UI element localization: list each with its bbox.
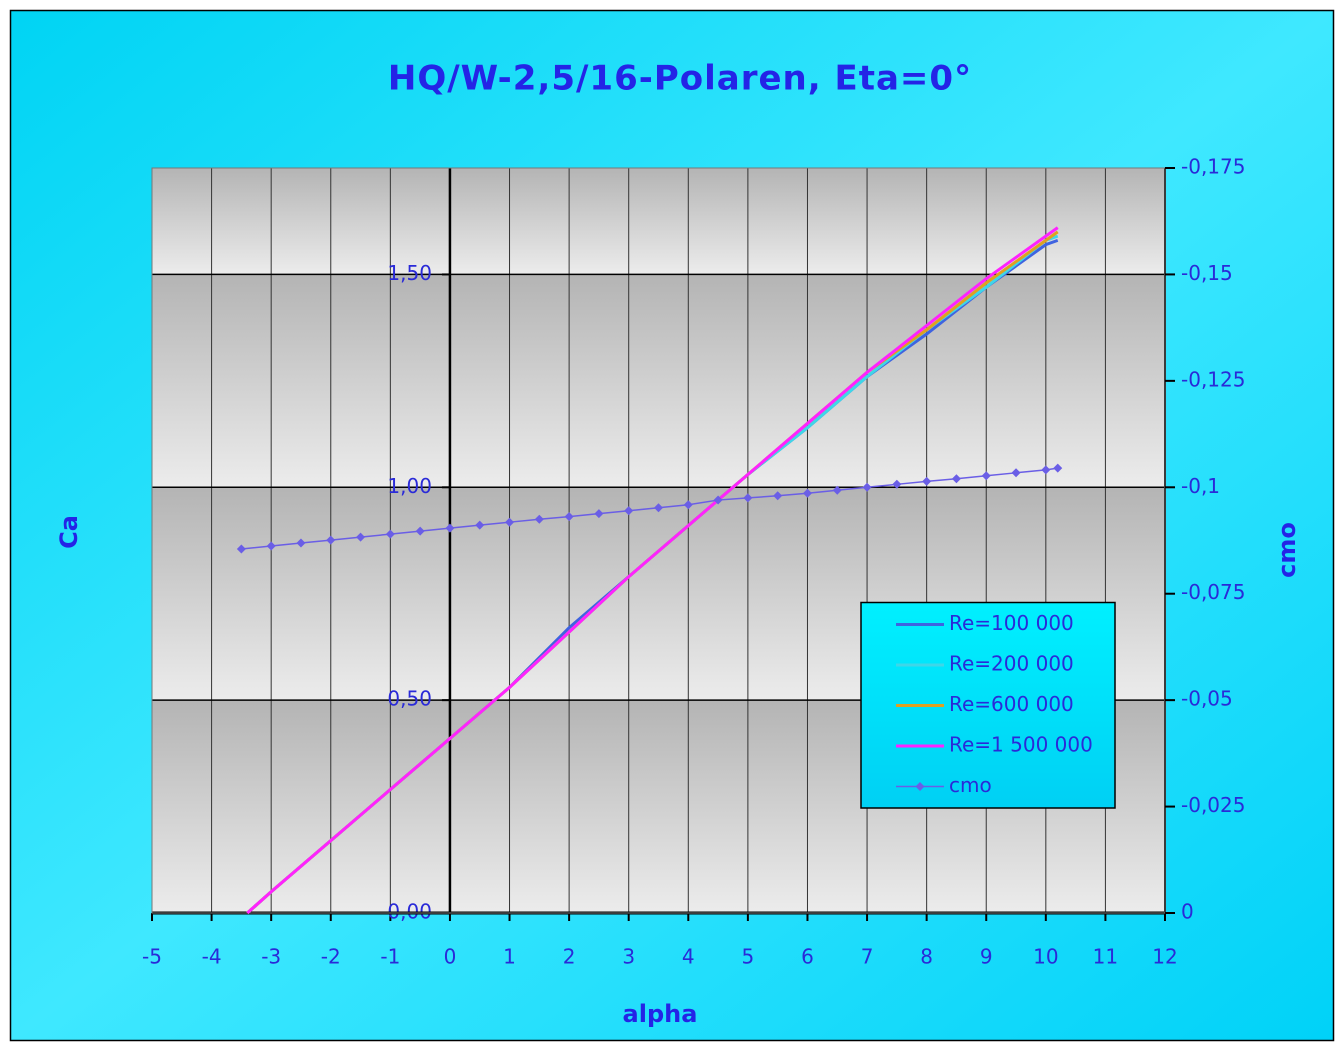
data-point	[356, 532, 366, 542]
plot-band	[152, 168, 1165, 275]
data-point	[236, 544, 246, 554]
x-tick-label: 8	[920, 945, 933, 969]
x-tick-label: 11	[1093, 945, 1118, 969]
data-point	[326, 535, 336, 545]
data-point	[445, 523, 455, 533]
y2-tick-label: -0,075	[1181, 580, 1245, 604]
y2-tick-label: -0,125	[1181, 367, 1245, 391]
x-tick-label: 6	[801, 945, 814, 969]
data-point	[1011, 468, 1021, 478]
x-tick-label: 4	[682, 945, 695, 969]
data-point	[296, 538, 306, 548]
x-tick-label: 7	[861, 945, 874, 969]
y-tick-label: 1,50	[387, 261, 432, 285]
x-tick-label: -4	[202, 945, 222, 969]
data-point	[1053, 463, 1063, 473]
data-point	[415, 526, 425, 536]
y-tick-label: 1,00	[387, 474, 432, 498]
x-tick-label: 12	[1152, 945, 1177, 969]
data-point	[922, 476, 932, 486]
data-point	[981, 471, 991, 481]
y2-tick-label: 0	[1181, 900, 1194, 924]
x-tick-label: 10	[1033, 945, 1058, 969]
chart-title: HQ/W-2,5/16-Polaren, Eta=0°	[388, 59, 972, 99]
y2-tick-label: -0,15	[1181, 261, 1233, 285]
x-tick-label: -3	[261, 945, 281, 969]
data-point	[594, 509, 604, 519]
data-point	[951, 474, 961, 484]
data-point	[683, 500, 693, 510]
data-point	[624, 506, 634, 516]
y2-tick-label: -0,1	[1181, 474, 1220, 498]
data-point	[892, 479, 902, 489]
x-tick-label: 9	[980, 945, 993, 969]
y2-tick-label: -0,175	[1181, 155, 1245, 179]
plot-band	[152, 274, 1165, 488]
legend-label: Re=200 000	[949, 652, 1074, 676]
y2-tick-label: -0,025	[1181, 793, 1245, 817]
legend-label: Re=1 500 000	[949, 733, 1093, 757]
legend-label: Re=100 000	[949, 611, 1074, 635]
x-tick-label: 2	[563, 945, 576, 969]
x-axis-title: alpha	[623, 1000, 698, 1028]
y-axis-title: Ca	[55, 515, 83, 549]
data-point	[862, 482, 872, 492]
y2-axis-title: cmo	[1273, 522, 1301, 578]
data-point	[1041, 465, 1051, 475]
legend-label: Re=600 000	[949, 692, 1074, 716]
y-tick-label: 0,50	[387, 687, 432, 711]
x-tick-label: -2	[321, 945, 341, 969]
data-point	[266, 541, 276, 551]
data-point	[802, 488, 812, 498]
data-point	[832, 485, 842, 495]
data-point	[564, 512, 574, 522]
data-point	[385, 529, 395, 539]
data-point	[505, 517, 515, 527]
data-point	[713, 495, 723, 505]
series-line	[246, 226, 1059, 915]
data-point	[534, 514, 544, 524]
x-tick-label: -1	[380, 945, 400, 969]
x-tick-label: 3	[622, 945, 635, 969]
legend-label: cmo	[949, 773, 992, 797]
x-tick-label: -5	[142, 945, 162, 969]
data-point	[475, 520, 485, 530]
data-point	[743, 493, 753, 503]
x-tick-label: 5	[742, 945, 755, 969]
legend-marker	[915, 782, 925, 791]
data-point	[654, 503, 663, 513]
x-tick-label: 1	[503, 945, 516, 969]
y2-tick-label: -0,05	[1181, 687, 1233, 711]
x-tick-label: 0	[444, 945, 457, 969]
plot-frame	[151, 167, 1166, 914]
data-point	[773, 491, 783, 501]
